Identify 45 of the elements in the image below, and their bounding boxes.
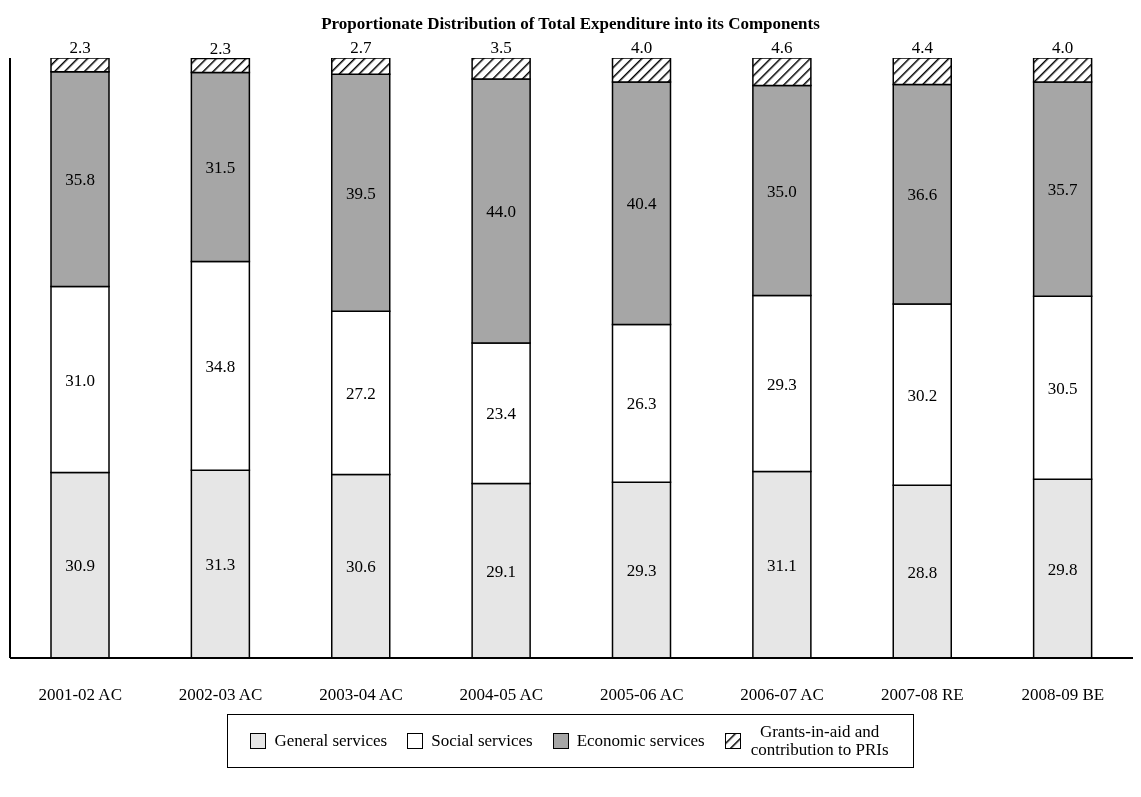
data-label: 31.5 (205, 157, 236, 177)
legend-label: General services (274, 731, 388, 750)
data-label: 30.2 (907, 385, 938, 405)
data-label: 2.3 (209, 38, 231, 58)
data-label: 34.8 (205, 356, 236, 376)
x-tick-label: 2007-08 RE (881, 685, 964, 705)
data-label: 29.3 (626, 561, 657, 581)
data-label: 29.3 (767, 374, 797, 394)
data-label: 4.6 (771, 38, 793, 57)
data-label: 35.7 (1047, 180, 1078, 200)
data-label: 23.4 (486, 404, 517, 424)
data-label: 40.4 (626, 194, 657, 214)
data-label: 2.3 (69, 38, 91, 57)
data-label: 31.3 (205, 555, 236, 575)
data-label: 28.8 (907, 562, 938, 582)
data-label: 30.9 (65, 556, 95, 576)
data-label: 30.5 (1047, 378, 1078, 398)
data-label: 39.5 (345, 183, 376, 203)
data-label: 36.6 (907, 185, 938, 205)
data-label: 27.2 (345, 383, 376, 403)
data-label: 35.0 (767, 181, 797, 201)
data-label: 4.0 (1052, 38, 1074, 57)
x-tick-label: 2008-09 BE (1021, 685, 1105, 705)
data-label: 30.6 (345, 557, 376, 577)
data-label: 3.5 (490, 38, 512, 57)
data-label: 35.8 (65, 170, 95, 190)
data-label: 4.4 (911, 38, 934, 57)
x-tick-label: 2006-07 AC (740, 685, 824, 705)
data-label: 26.3 (626, 394, 657, 414)
x-tick-label: 2001-02 AC (38, 685, 122, 705)
data-label: 29.1 (486, 561, 516, 581)
x-tick-label: 2002-03 AC (178, 685, 263, 705)
chart-title: Proportionate Distribution of Total Expenditure into its Components (320, 14, 821, 34)
data-label: 2.7 (350, 38, 372, 57)
x-tick-label: 2005-06 AC (599, 685, 684, 705)
legend-label: Social services (431, 731, 533, 750)
data-label: 44.0 (486, 202, 516, 222)
data-label: 31.0 (65, 370, 95, 390)
x-tick-label: 2003-04 AC (319, 685, 403, 705)
data-label: 31.1 (767, 555, 797, 575)
x-tick-label: 2004-05 AC (459, 685, 544, 705)
data-label: 29.8 (1047, 559, 1078, 579)
legend-label: Grants-in-aid and contribution to PRIs (749, 722, 890, 759)
legend-label: Economic services (576, 731, 705, 750)
data-label: 4.0 (630, 38, 653, 57)
